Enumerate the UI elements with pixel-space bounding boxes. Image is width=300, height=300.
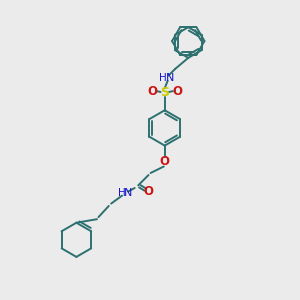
Text: O: O	[160, 155, 170, 168]
Text: S: S	[160, 86, 169, 99]
Text: O: O	[172, 85, 182, 98]
Text: O: O	[143, 185, 154, 198]
Text: H: H	[159, 73, 167, 83]
Text: N: N	[124, 188, 133, 198]
Text: N: N	[166, 73, 174, 83]
Text: H: H	[118, 188, 126, 198]
Text: O: O	[147, 85, 158, 98]
